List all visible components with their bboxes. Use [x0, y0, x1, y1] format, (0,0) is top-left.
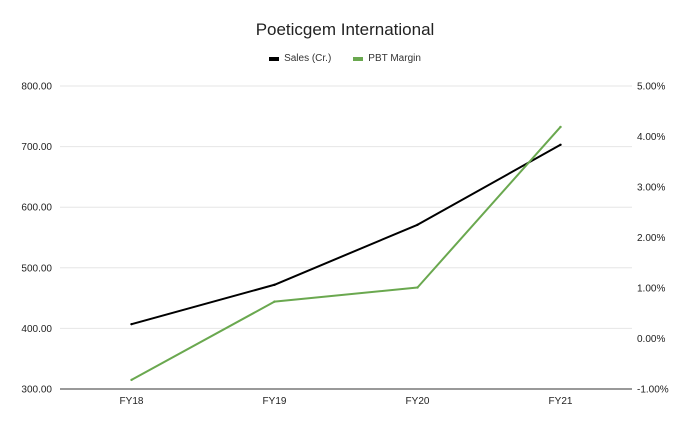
x-tick-label: FY21	[549, 396, 573, 407]
legend-label-sales: Sales (Cr.)	[284, 53, 332, 64]
y-right-tick-label: 3.00%	[637, 183, 665, 194]
data-point-pbt-margin	[273, 300, 276, 303]
y-right-tick-label: 1.00%	[637, 284, 665, 295]
data-point-sales	[559, 143, 562, 146]
legend-label-pbt-margin: PBT Margin	[368, 53, 421, 64]
legend-item-pbt-margin: PBT Margin	[353, 53, 421, 64]
y-right-tick-label: -1.00%	[637, 385, 669, 396]
x-tick-label: FY19	[263, 396, 287, 407]
y-left-tick-label: 300.00	[21, 385, 52, 396]
legend: Sales (Cr.) PBT Margin	[0, 53, 690, 64]
chart-title: Poeticgem International	[255, 20, 435, 39]
x-tick-label: FY18	[120, 396, 144, 407]
legend-swatch-sales	[269, 56, 280, 61]
y-left-tick-label: 600.00	[21, 203, 52, 214]
y-right-tick-label: 2.00%	[637, 233, 665, 244]
y-left-tick-label: 700.00	[21, 142, 52, 153]
data-point-pbt-margin	[416, 286, 419, 289]
data-point-sales	[130, 322, 133, 326]
data-point-pbt-margin	[130, 378, 133, 382]
legend-swatch-pbt-margin	[353, 56, 364, 61]
y-left-tick-label: 500.00	[21, 263, 52, 274]
y-right-tick-label: 0.00%	[637, 334, 665, 345]
y-right-tick-label: 5.00%	[637, 82, 665, 93]
data-point-sales	[416, 223, 419, 226]
y-right-tick-label: 4.00%	[637, 132, 665, 143]
data-point-pbt-margin	[559, 125, 562, 129]
legend-item-sales: Sales (Cr.)	[269, 53, 331, 64]
series-line-pbt-margin	[131, 126, 562, 381]
y-left-tick-label: 800.00	[21, 82, 52, 93]
x-tick-label: FY20	[406, 396, 430, 407]
data-point-sales	[273, 283, 276, 286]
series-line-sales	[131, 143, 561, 326]
y-left-tick-label: 400.00	[21, 324, 52, 335]
